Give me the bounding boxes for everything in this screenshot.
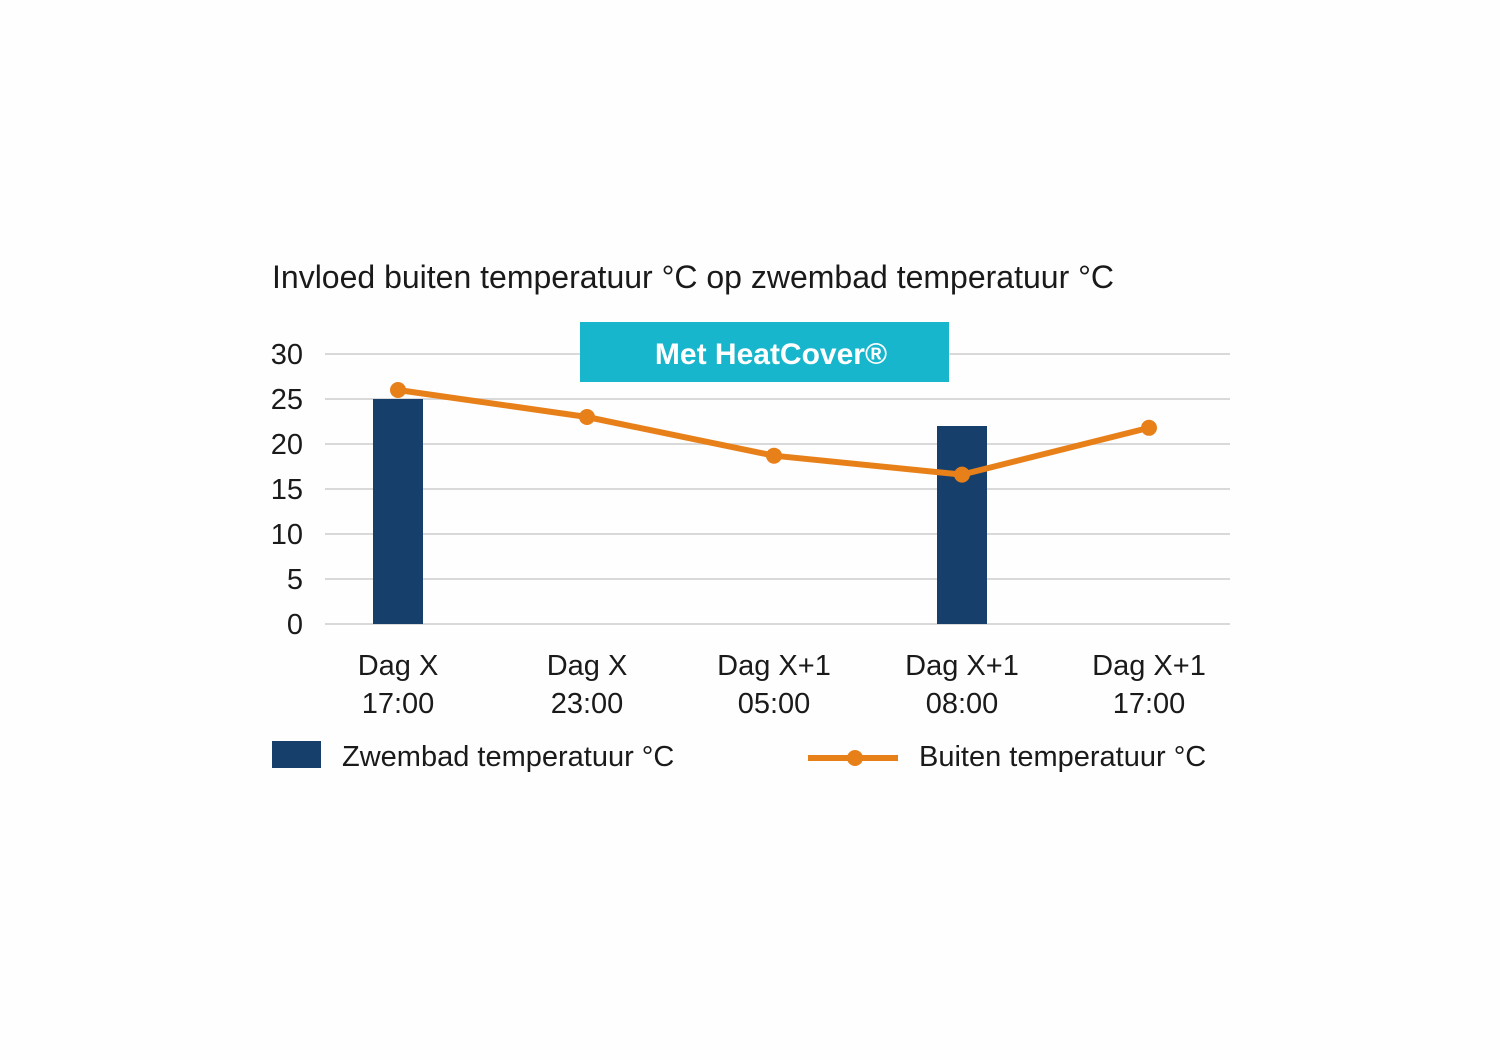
x-tick-label: Dag X+1 xyxy=(1092,650,1206,682)
x-tick-label: 08:00 xyxy=(926,688,999,720)
x-tick-label: 05:00 xyxy=(738,688,811,720)
bars xyxy=(373,399,987,624)
line-point xyxy=(579,409,595,425)
x-tick-label: Dag X xyxy=(547,650,628,682)
y-tick-label: 30 xyxy=(271,339,303,371)
badge-background xyxy=(580,322,949,382)
chart-title: Invloed buiten temperatuur °C op zwembad… xyxy=(272,259,1114,295)
y-tick-label: 15 xyxy=(271,474,303,506)
legend-label-line: Buiten temperatuur °C xyxy=(919,741,1206,773)
x-axis-ticks: Dag X 17:00 Dag X 23:00 Dag X+1 05:00 Dag X+1 0… xyxy=(358,650,1206,720)
line-point xyxy=(390,382,406,398)
gridlines xyxy=(325,353,1230,625)
line-point xyxy=(766,447,782,464)
x-tick-label: Dag X+1 xyxy=(905,650,1019,682)
y-tick-label: 10 xyxy=(271,519,303,551)
legend: Zwembad temperatuur °C Buiten temperatuu… xyxy=(272,741,1206,773)
heatcover-badge: Met HeatCover® xyxy=(580,322,949,382)
y-tick-label: 20 xyxy=(271,429,303,461)
x-tick-label: 23:00 xyxy=(551,688,624,720)
line-point xyxy=(1141,419,1157,436)
y-tick-label: 0 xyxy=(287,609,303,641)
line-point xyxy=(954,466,970,483)
x-tick-label: Dag X+1 xyxy=(717,650,831,682)
y-axis-ticks: 0 5 10 15 20 25 30 xyxy=(271,339,303,641)
x-tick-label: 17:00 xyxy=(1113,688,1186,720)
line-series xyxy=(390,382,1157,483)
y-tick-label: 5 xyxy=(287,564,303,596)
bar xyxy=(373,399,423,624)
legend-label-bar: Zwembad temperatuur °C xyxy=(342,741,674,773)
y-tick-label: 25 xyxy=(271,384,303,416)
legend-swatch-bar xyxy=(272,741,321,768)
bar xyxy=(937,426,987,624)
x-tick-label: Dag X xyxy=(358,650,439,682)
badge-text: Met HeatCover® xyxy=(655,338,887,371)
x-tick-label: 17:00 xyxy=(362,688,435,720)
legend-swatch-marker xyxy=(847,750,863,766)
